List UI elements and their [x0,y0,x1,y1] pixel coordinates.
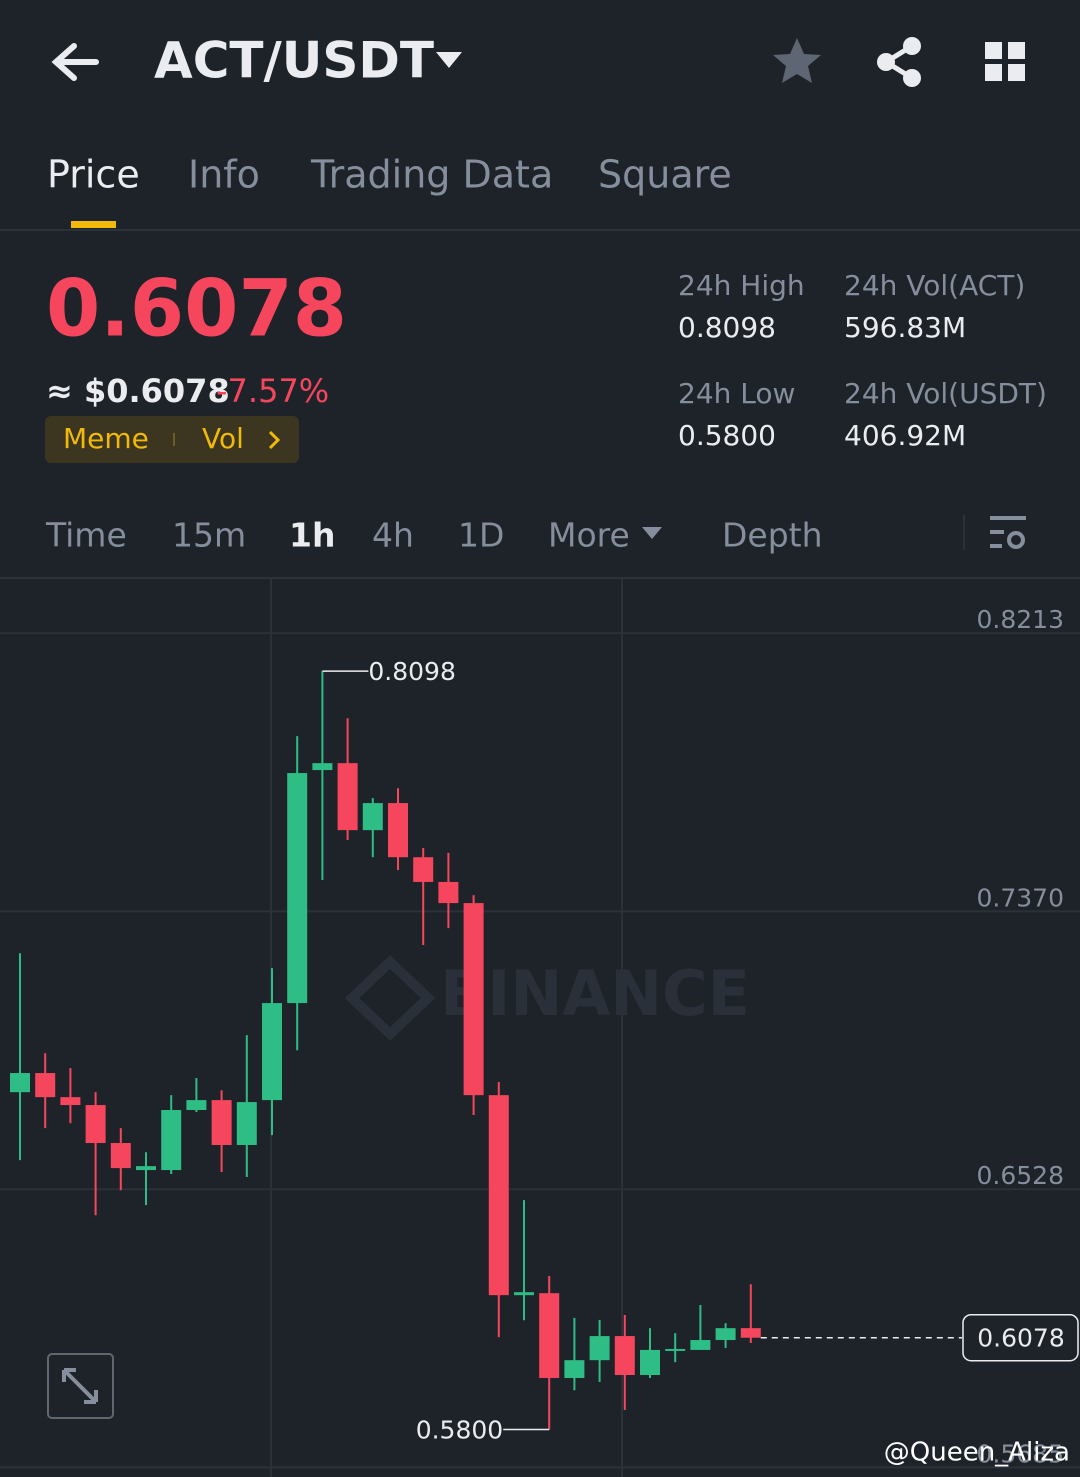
grid-square [1008,64,1025,81]
interval[interactable]: Time [45,516,127,555]
tag[interactable]: Meme [63,422,149,455]
candle-body [388,803,408,858]
favorite-icon[interactable] [773,38,821,83]
fullscreen-button[interactable] [47,1353,114,1419]
y-tick-label: 0.8213 [977,605,1064,634]
share-icon[interactable] [877,37,921,87]
candle-body [161,1110,182,1171]
interval[interactable]: 15m [172,516,246,555]
interval-active[interactable]: 1h [289,516,335,555]
interval[interactable]: 1D [458,516,504,555]
candle-body [110,1143,131,1169]
candle-body [463,903,484,1096]
tab[interactable]: Info [188,153,260,197]
candle-body [715,1328,736,1341]
interval[interactable]: More [548,516,630,555]
candle-body [312,763,333,771]
chevron [268,430,281,450]
stat-value: 0.5800 [678,419,776,452]
watermark-logo [344,955,436,1041]
watermark: BINANCE [440,957,750,1030]
candle-body [488,1095,509,1296]
fiat-price: ≈ $0.6078 [46,372,230,410]
candle-body [564,1360,585,1378]
stat-label: 24h High [678,269,805,302]
grid-square [1008,42,1025,59]
tab[interactable]: Square [598,153,732,197]
candle-body [136,1166,156,1171]
grid-menu-icon[interactable] [985,42,1025,81]
candle-body [287,773,308,1004]
credit: @Queen_Aliza [884,1438,1070,1468]
share-dot [903,69,921,87]
back-button[interactable] [51,43,99,81]
share-dot [903,37,921,55]
candle-body [690,1340,711,1350]
candle-body [413,857,434,882]
pair-title[interactable]: ACT/USDT [154,32,434,90]
price-change: -7.57% [216,372,329,410]
high-label: 0.8098 [368,657,455,686]
candle-body [665,1348,686,1351]
interval[interactable]: Depth [722,516,823,555]
current-price-label: 0.6078 [977,1324,1064,1353]
low-label: 0.5800 [416,1415,503,1444]
candle-body [362,803,383,831]
y-tick-label: 0.5685 [977,1439,1064,1468]
candle-body [35,1073,56,1098]
candle-body [262,1003,282,1101]
candle-body [740,1328,761,1338]
candle-body [539,1293,560,1378]
last-price: 0.6078 [46,264,347,354]
fullscreen-icon [62,1368,98,1404]
grid-square [985,64,1002,81]
candle-body [337,763,358,831]
stat-value: 0.8098 [678,311,776,344]
candle-body [438,881,459,904]
candle-body [211,1100,232,1145]
candle-body [60,1097,81,1106]
tag-chip[interactable] [45,416,299,463]
more-dropdown[interactable] [642,527,662,539]
interval[interactable]: 4h [372,516,414,555]
tab-indicator [71,221,116,228]
stat-label: 24h Vol(ACT) [844,269,1025,302]
candle-body [85,1105,106,1144]
y-tick-label: 0.6528 [977,1161,1064,1190]
candle-body [589,1336,610,1361]
plot: 0.8213 0.7370 0.6528 0.5685 0.8098 0.5800 0.60… [0,605,1080,1469]
share-dot [877,53,895,71]
candle-body [514,1292,534,1296]
current-price-box [962,1313,1079,1362]
chart-settings-icon[interactable] [990,516,1026,549]
tab-active[interactable]: Price [47,153,140,197]
candle-body [236,1102,257,1145]
pair-dropdown[interactable] [436,52,462,68]
grid-square [985,42,1002,59]
back-icon [51,43,99,81]
stat-label: 24h Vol(USDT) [844,377,1047,410]
candle-body [614,1336,635,1376]
tab[interactable]: Trading Data [310,153,553,197]
candle-body [186,1100,207,1111]
stat-value: 596.83M [844,311,966,344]
logo-shape [344,955,436,1041]
tag[interactable]: Vol [202,422,244,455]
stat-label: 24h Low [678,377,795,410]
stat-value: 406.92M [844,419,966,452]
icon-gear [1007,531,1025,549]
candle-body [10,1073,30,1093]
candle-body [640,1349,660,1376]
y-tick-label: 0.7370 [977,883,1064,912]
